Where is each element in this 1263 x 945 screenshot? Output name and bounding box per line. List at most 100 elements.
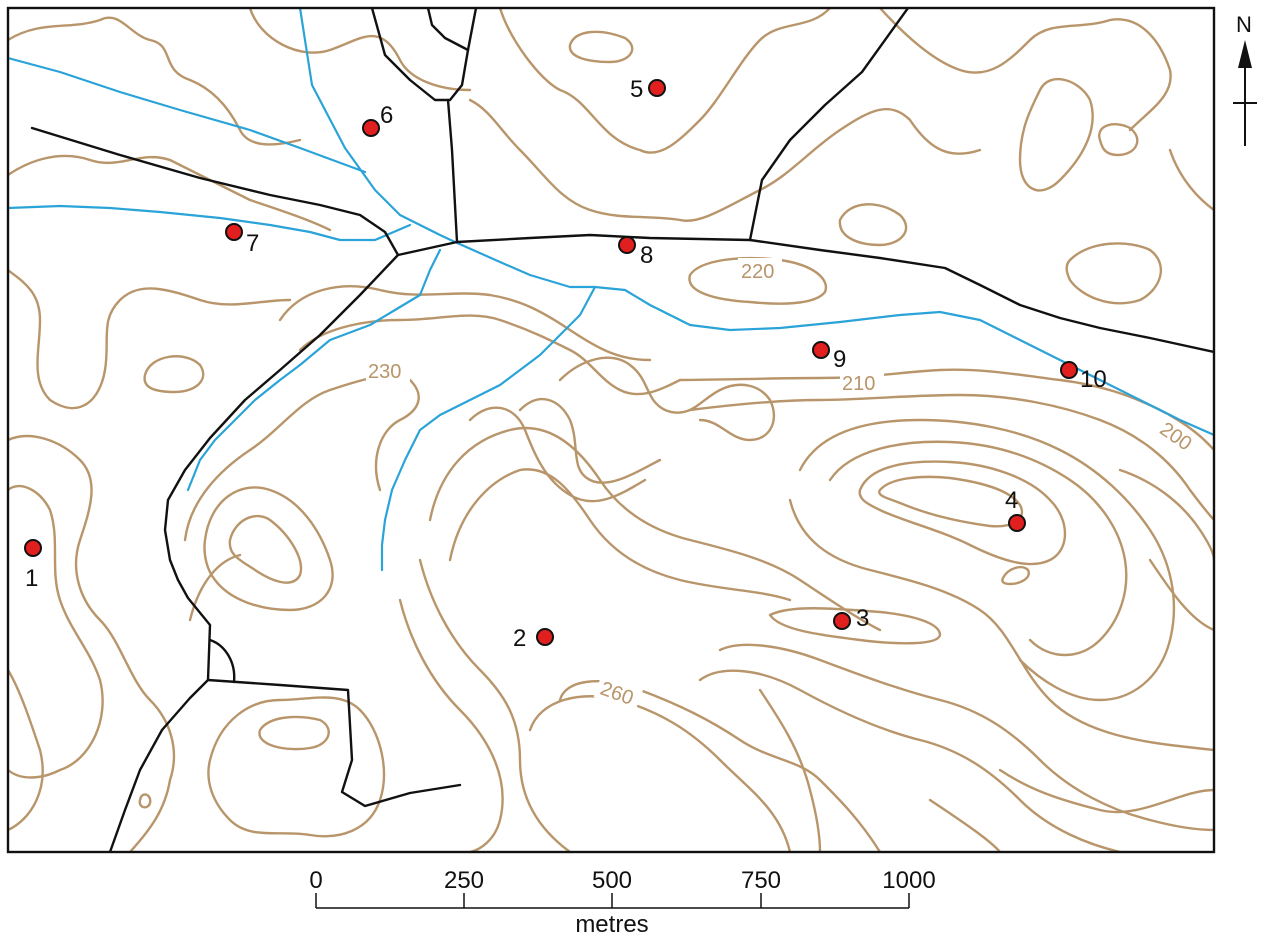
contour-line [718,643,1214,832]
scale-label-500: 500 [592,867,632,894]
contour-line [183,374,420,542]
contour-line [428,427,882,632]
road-line [30,126,1214,354]
contour-line [998,768,1214,814]
contour-line [518,398,662,484]
site-label-7: 7 [246,230,259,257]
contour-line [248,8,472,92]
site-marker-3[interactable] [833,612,851,630]
contour-line [1148,558,1214,632]
contour-line [1065,242,1162,305]
contour-line [418,558,572,852]
contour-line [188,553,242,622]
site-label-3: 3 [856,605,869,632]
contour-label-210: 210 [842,373,875,395]
scale-bar: 0 250 500 750 1000 metres [309,867,935,938]
scale-unit: metres [575,911,648,938]
contour-line [203,486,334,612]
site-marker-6[interactable] [362,119,380,137]
contour-line [768,607,942,645]
contour-line [688,393,1214,522]
contour-line [143,355,205,394]
site-marker-1[interactable] [24,539,42,557]
contour-line [138,793,152,809]
contour-line [8,268,292,410]
site-marker-5[interactable] [648,79,666,97]
map-frame [6,6,1216,854]
contour-line [558,356,776,442]
contour-line [1018,78,1094,192]
contour-line [568,30,634,64]
contour-line [207,696,386,838]
stream-line [380,285,597,572]
contour-line [228,514,303,584]
site-marker-10[interactable] [1060,361,1078,379]
contour-label-230: 230 [368,361,401,383]
contour-label-260: 260 [597,678,636,710]
contour-line [468,406,647,503]
site-marker-2[interactable] [536,628,554,646]
road-line [370,8,478,102]
site-label-5: 5 [630,76,643,103]
stream-line [8,204,412,242]
contour-line [528,695,792,852]
stream-line [8,56,367,174]
contour-lines [8,8,1214,852]
contour-line [1168,148,1214,212]
contour-line [8,484,104,779]
contour-line [1001,566,1030,586]
north-arrow: N [1233,12,1257,146]
contour-line [398,598,504,852]
road-line [426,8,470,52]
contour-line [8,668,44,832]
site-label-1: 1 [25,565,38,592]
road-line [108,678,210,852]
contour-line [278,285,652,362]
site-marker-7[interactable] [225,223,243,241]
contour-line [858,460,1067,566]
road-line [748,8,910,242]
road-curve [208,638,236,684]
site-label-4: 4 [1005,487,1018,514]
site-marker-8[interactable] [618,236,636,254]
contour-line [878,8,1172,132]
contour-line [8,16,302,146]
road-line [446,98,459,244]
site-marker-4[interactable] [1008,514,1026,532]
contour-line [798,418,1176,702]
contour-line [928,798,1002,852]
scale-label-1000: 1000 [882,867,935,894]
contour-line [1118,468,1214,562]
contour-line [8,154,332,232]
north-arrow-icon [1233,40,1257,146]
contour-label-220: 220 [741,261,774,283]
contour-line [448,468,792,602]
stream-line [186,248,442,492]
site-label-2: 2 [513,625,526,652]
roads [30,8,1214,852]
road-line [163,253,400,682]
streams [8,8,1214,572]
site-label-6: 6 [380,102,393,129]
contour-line [1098,123,1139,157]
contour-line [838,203,908,247]
site-label-8: 8 [640,242,653,269]
contour-line [828,440,1128,657]
contour-line [788,498,1214,752]
north-label: N [1236,12,1252,37]
contour-line [758,688,822,852]
contour-line [258,715,330,751]
site-markers: 1 2 3 4 5 6 7 8 9 10 [24,76,1107,652]
contour-line [468,98,982,222]
scale-label-0: 0 [309,867,322,894]
site-marker-9[interactable] [812,341,830,359]
contour-line [8,434,176,852]
site-label-9: 9 [833,346,846,373]
stream-line [298,8,1214,437]
scale-label-750: 750 [741,867,781,894]
site-label-10: 10 [1080,366,1107,393]
scale-label-250: 250 [444,867,484,894]
road-line [206,678,462,808]
contour-line [698,669,1122,852]
